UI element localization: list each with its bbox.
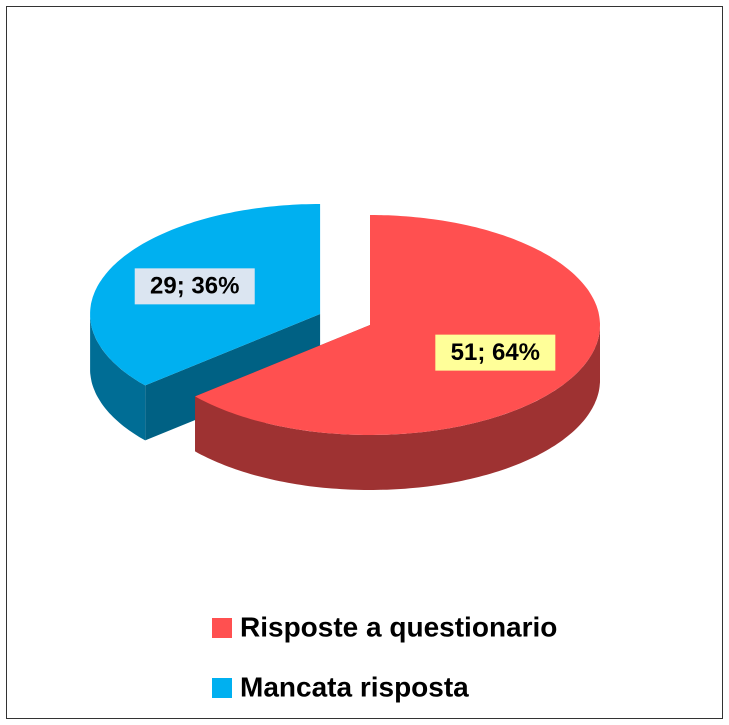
pie-slice	[195, 215, 600, 490]
slice-side	[195, 325, 600, 490]
legend-label: Mancata risposta	[240, 671, 469, 702]
data-label: 29; 36%	[150, 273, 239, 300]
slice-edge	[145, 314, 321, 441]
slice-top	[195, 215, 600, 435]
legend-swatch	[212, 618, 232, 638]
legend-label: Risposte a questionario	[240, 611, 557, 642]
slice-side	[90, 314, 146, 441]
data-label-box	[435, 334, 556, 371]
data-label: 51; 64%	[451, 339, 540, 366]
legend-swatch	[212, 678, 232, 698]
data-label-box	[134, 268, 255, 305]
